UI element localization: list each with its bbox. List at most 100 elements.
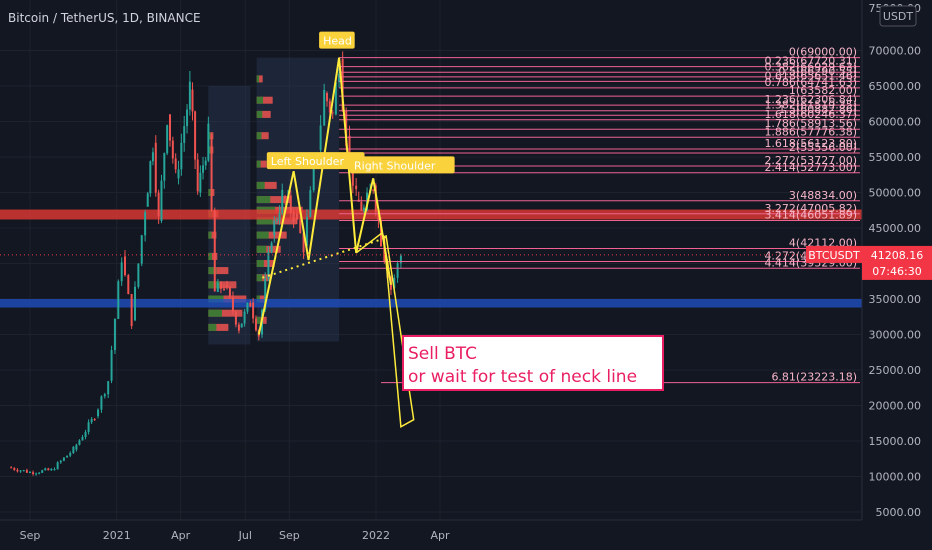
price-tick-label: 30000.00 xyxy=(869,329,922,342)
candle-body xyxy=(309,190,312,217)
candle-body xyxy=(228,287,231,297)
currency-badge[interactable]: USDT xyxy=(879,5,917,27)
candle-body xyxy=(100,396,103,410)
profile-hist-2-bar-up xyxy=(256,181,265,189)
candle-body xyxy=(275,220,278,222)
candle-body xyxy=(299,219,302,234)
profile-hist-2-bar-up xyxy=(256,260,264,267)
price-tick-label: 70000.00 xyxy=(869,45,922,58)
candle-body xyxy=(87,422,90,433)
profile-hist-1-bar-up xyxy=(208,267,217,275)
profile-hist-2-bar xyxy=(256,160,267,168)
candle-body xyxy=(355,185,358,190)
fib-level-label: 0.382(66929.63) xyxy=(764,60,857,73)
profile-hist-2-bar-up xyxy=(256,274,263,282)
candle-body xyxy=(84,432,87,437)
profile-hist-2-bar-up xyxy=(256,110,263,118)
candle-body xyxy=(396,263,399,278)
support-zones xyxy=(0,209,862,308)
fib-level-label: 3(48834.00) xyxy=(789,189,857,202)
red-zone xyxy=(0,209,862,220)
candle-body xyxy=(331,112,334,114)
candle-body xyxy=(196,159,199,192)
candle-body xyxy=(171,140,174,159)
candle-body xyxy=(123,256,126,276)
candle-body xyxy=(234,311,237,325)
profile-hist-2-bar-up xyxy=(256,245,267,253)
candle-body xyxy=(270,242,273,253)
fib-level-label: 0.5(66290.55) xyxy=(778,65,857,78)
price-tag-value: 41208.16 xyxy=(871,249,924,262)
candle-body xyxy=(97,409,100,417)
fib-level-label: 3.272(47005.82) xyxy=(764,202,857,215)
candle-body xyxy=(163,153,166,181)
candle-body xyxy=(117,281,120,319)
price-tick-label: 55000.00 xyxy=(869,151,922,164)
neck-line xyxy=(262,236,387,279)
chart-title: Bitcoin / TetherUS, 1D, BINANCE xyxy=(8,11,201,25)
candle-body xyxy=(273,221,276,236)
candle-body xyxy=(72,446,75,453)
profile-hist-2-bar xyxy=(256,181,277,189)
candle-body xyxy=(213,210,216,292)
candle-body xyxy=(372,189,375,191)
time-axis[interactable]: Sep 2021 Apr Jul Sep 2022 Apr xyxy=(20,529,450,542)
fib-level-label: 1.5(60882.86) xyxy=(778,103,857,116)
candle-body xyxy=(56,462,59,470)
pattern-label-bg xyxy=(266,152,365,170)
candle-body xyxy=(157,192,160,217)
time-tick-label: Sep xyxy=(20,529,41,542)
candle-body xyxy=(66,455,69,458)
fib-level-label: 1.618(56123.80) xyxy=(764,137,857,150)
profile-hist-2-bar-up xyxy=(256,75,260,83)
candle-body xyxy=(22,470,25,472)
candle-body xyxy=(113,318,116,351)
profile-hist-1-bar-up xyxy=(208,323,217,331)
profile-hist-2-bar xyxy=(256,110,271,118)
candle-body xyxy=(249,303,252,307)
candle-body xyxy=(16,469,19,472)
candle-body xyxy=(323,89,326,126)
candle-body xyxy=(328,101,331,113)
candle-body xyxy=(348,135,351,154)
candle-body xyxy=(289,195,292,213)
profile-hist-1-bar xyxy=(208,281,237,289)
candle-body xyxy=(59,460,62,463)
target-arrow xyxy=(383,234,415,429)
fib-level-label: 0.786(64741.63) xyxy=(764,76,857,89)
candle-body xyxy=(237,324,240,331)
candle-body xyxy=(174,158,177,170)
profile-hist-2-bar xyxy=(256,96,273,104)
fib-level-label: 0.236(67720.31) xyxy=(764,55,857,68)
candle-body xyxy=(130,294,133,327)
pattern-label: Right Shoulder xyxy=(354,159,436,172)
candle-body xyxy=(326,93,329,102)
pattern-label: Head xyxy=(323,35,352,48)
candle-body xyxy=(362,207,365,211)
time-axis-background xyxy=(0,520,932,550)
candle-body xyxy=(53,469,56,471)
candle-body xyxy=(210,135,213,211)
candle-body xyxy=(225,284,228,288)
candle-body xyxy=(216,282,219,292)
time-tick-label: Sep xyxy=(279,529,300,542)
price-tick-label: 5000.00 xyxy=(876,506,922,519)
annotation-box[interactable]: Sell BTC or wait for test of neck line xyxy=(402,335,664,391)
candle-body xyxy=(47,468,50,471)
candle-body xyxy=(44,468,47,471)
candle-body xyxy=(19,470,22,472)
price-tag-bg xyxy=(862,245,932,280)
price-tick-label: 45000.00 xyxy=(869,222,922,235)
fib-level-label: 2.272(53727.00) xyxy=(764,154,857,167)
fib-level-label: 1.886(57776.38) xyxy=(764,125,857,138)
profile-hist-2-bar xyxy=(256,132,269,140)
candle-body xyxy=(107,381,110,395)
annotation-line-1: Sell BTC xyxy=(408,344,477,364)
pattern-label-bg xyxy=(319,31,355,49)
candle-body xyxy=(246,303,249,312)
profile-hist-2-bar-up xyxy=(256,217,273,225)
candle-body xyxy=(81,436,84,441)
candle-body xyxy=(90,419,93,423)
candle-body xyxy=(231,296,234,312)
